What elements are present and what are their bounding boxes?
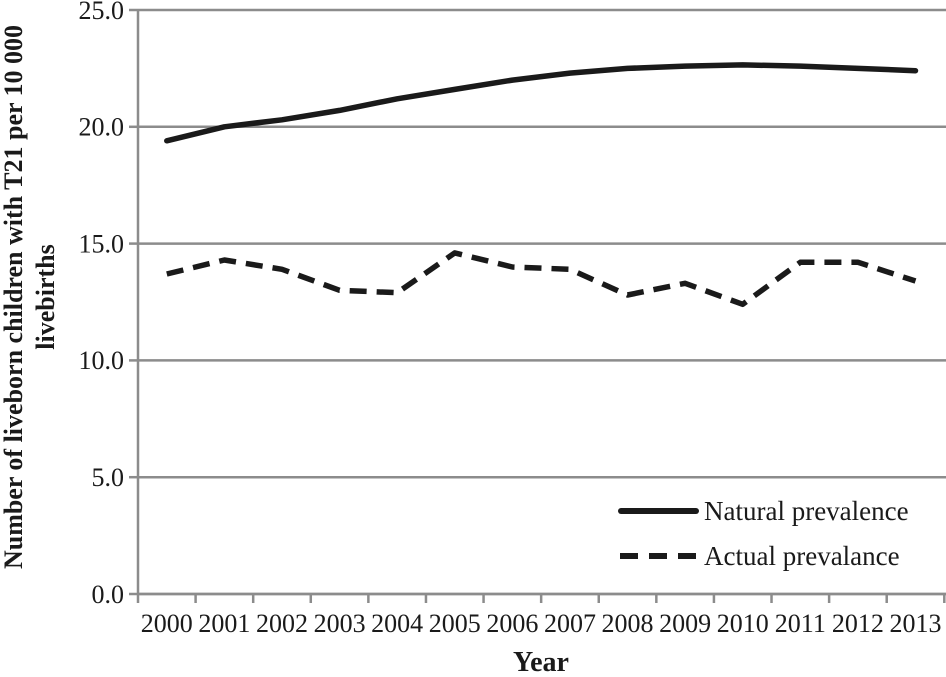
- x-tick-label: 2009: [659, 609, 711, 638]
- x-tick-label: 2011: [775, 609, 826, 638]
- series-line-natural-prevalence: [164, 62, 919, 144]
- x-tick-label: 2001: [198, 609, 250, 638]
- y-tick-label: 5.0: [92, 463, 125, 492]
- y-tick-label: 0.0: [92, 580, 125, 609]
- data-series: [164, 62, 919, 308]
- x-tick-label: 2004: [371, 609, 423, 638]
- legend-label-natural-prevalence: Natural prevalence: [704, 496, 909, 526]
- x-tick-label: 2012: [832, 609, 884, 638]
- y-tick-label: 15.0: [79, 229, 125, 258]
- x-tick-label: 2005: [429, 609, 481, 638]
- y-axis-title-line2: livebirths: [31, 244, 60, 349]
- y-axis-title-line1: Number of liveborn children with T21 per…: [0, 25, 28, 569]
- x-tick-label: 2002: [256, 609, 308, 638]
- tick-marks: [129, 8, 946, 603]
- x-tick-label: 2000: [141, 609, 193, 638]
- x-tick-label: 2003: [314, 609, 366, 638]
- legend-label-actual-prevalance: Actual prevalance: [704, 541, 900, 571]
- x-tick-labels: 2000 2001 2002 2003 2004 2005 2006 2007 2008 2009…: [141, 609, 942, 638]
- y-tick-labels: 0.0 5.0 10.0 15.0 20.0 25.0: [79, 0, 125, 609]
- x-tick-label: 2006: [486, 609, 538, 638]
- y-tick-label: 10.0: [79, 346, 125, 375]
- x-tick-label: 2007: [544, 609, 596, 638]
- x-tick-label: 2010: [717, 609, 769, 638]
- legend: Natural prevalence Actual prevalance: [618, 496, 909, 571]
- y-tick-label: 20.0: [79, 113, 125, 142]
- y-tick-label: 25.0: [79, 0, 125, 25]
- x-tick-label: 2008: [602, 609, 654, 638]
- x-axis-title: Year: [513, 647, 569, 677]
- series-line-actual-prevalance: [166, 250, 917, 308]
- x-tick-label: 2013: [890, 609, 942, 638]
